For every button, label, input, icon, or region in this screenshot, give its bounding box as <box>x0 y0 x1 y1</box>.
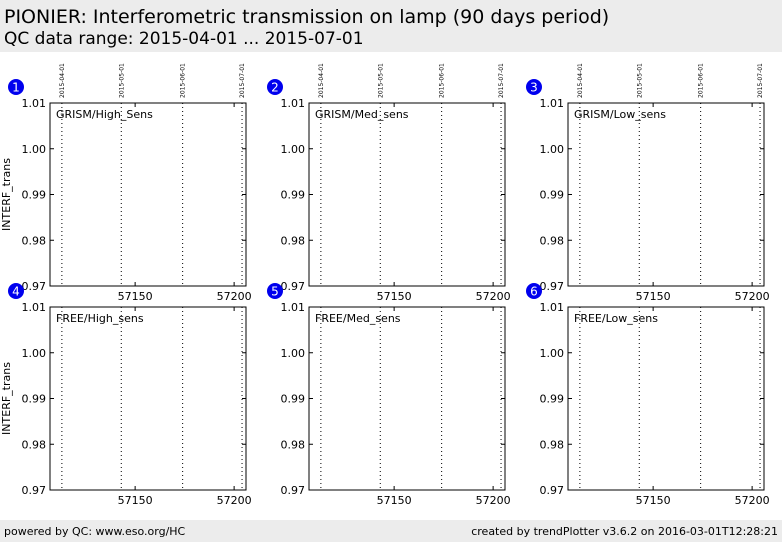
plot-frame <box>308 306 506 491</box>
date-marker-label: 2015-07-01 <box>498 63 505 98</box>
plot-frame <box>567 306 765 491</box>
y-tick-label: 1.00 <box>281 347 306 360</box>
y-tick-label: 0.98 <box>281 438 306 451</box>
panel-label: FREE/Med_sens <box>315 312 401 325</box>
plot-frame <box>49 306 247 491</box>
plot-frame <box>308 102 506 287</box>
y-tick-label: 0.98 <box>540 438 565 451</box>
footer-generator: created by trendPlotter v3.6.2 on 2016-0… <box>471 525 778 538</box>
date-marker-label: 2015-05-01 <box>118 63 125 98</box>
y-axis-label: INTERF_trans <box>0 158 13 231</box>
date-marker-label: 2015-07-01 <box>757 63 764 98</box>
plot-frame <box>49 102 247 287</box>
y-tick-label: 0.99 <box>22 189 47 202</box>
date-marker-label: 2015-06-01 <box>439 63 446 98</box>
chart-panel-4: 0.97 0.98 0.99 1.00 1.01 57150 57200 FREE/High_… <box>0 283 252 507</box>
y-tick-label: 0.99 <box>540 393 565 406</box>
panel-label: FREE/Low_sens <box>574 312 658 325</box>
y-tick-label: 0.98 <box>281 234 306 247</box>
footer: powered by QC: www.eso.org/HC created by… <box>0 520 782 542</box>
y-tick-label: 0.97 <box>22 280 47 293</box>
y-tick-label: 0.98 <box>22 234 47 247</box>
panel-number: 2 <box>271 81 279 95</box>
panel-number: 1 <box>12 81 20 95</box>
chart-panel-3: 2015-04-01 2015-05-01 2015-06-01 2015-07-01… <box>526 63 770 303</box>
y-tick-label: 0.99 <box>281 189 306 202</box>
x-tick-label: 57150 <box>377 290 412 303</box>
date-marker-label: 2015-05-01 <box>377 63 384 98</box>
plot-grid: 2015-04-01 2015-05-01 2015-06-01 2015-07-01… <box>0 63 770 507</box>
panel-number-badge <box>526 79 542 95</box>
x-tick-label: 57200 <box>735 290 770 303</box>
y-tick-label: 1.01 <box>540 301 565 314</box>
chart-panel-2: 2015-04-01 2015-05-01 2015-06-01 2015-07-01… <box>267 63 511 303</box>
panel-number-badge <box>267 283 283 299</box>
y-tick-label: 1.01 <box>281 301 306 314</box>
panel-number: 4 <box>12 285 20 299</box>
y-tick-label: 1.00 <box>22 347 47 360</box>
plot-frame <box>567 102 765 287</box>
y-tick-label: 1.01 <box>22 301 47 314</box>
panel-label: FREE/High_sens <box>56 312 144 325</box>
y-tick-label: 0.97 <box>540 280 565 293</box>
x-tick-label: 57200 <box>217 494 252 507</box>
x-tick-label: 57150 <box>377 494 412 507</box>
panel-number: 5 <box>271 285 279 299</box>
panel-number: 6 <box>530 285 538 299</box>
y-tick-label: 1.01 <box>281 97 306 110</box>
date-marker-label: 2015-04-01 <box>318 63 325 98</box>
page-subtitle: QC data range: 2015-04-01 ... 2015-07-01 <box>4 29 364 49</box>
y-tick-label: 0.99 <box>281 393 306 406</box>
date-marker-label: 2015-07-01 <box>239 63 246 98</box>
x-tick-label: 57150 <box>636 290 671 303</box>
x-tick-label: 57200 <box>476 494 511 507</box>
y-tick-label: 0.97 <box>281 484 306 497</box>
page-title: PIONIER: Interferometric transmission on… <box>4 6 610 28</box>
y-tick-label: 0.99 <box>22 393 47 406</box>
panel-number-badge <box>267 79 283 95</box>
x-tick-label: 57200 <box>735 494 770 507</box>
x-tick-label: 57150 <box>636 494 671 507</box>
panel-number: 3 <box>530 81 538 95</box>
y-tick-label: 1.00 <box>281 143 306 156</box>
date-marker-label: 2015-04-01 <box>577 63 584 98</box>
chart-panel-6: 0.97 0.98 0.99 1.00 1.01 57150 57200 FREE/Low_s… <box>526 283 770 507</box>
y-tick-label: 0.97 <box>540 484 565 497</box>
footer-credit: powered by QC: www.eso.org/HC <box>4 525 186 538</box>
y-tick-label: 1.00 <box>540 347 565 360</box>
y-tick-label: 1.00 <box>540 143 565 156</box>
panel-number-badge <box>8 79 24 95</box>
y-tick-label: 0.97 <box>281 280 306 293</box>
y-tick-label: 1.01 <box>540 97 565 110</box>
y-axis-label: INTERF_trans <box>0 362 13 435</box>
date-marker-label: 2015-04-01 <box>59 63 66 98</box>
y-tick-label: 0.99 <box>540 189 565 202</box>
date-marker-label: 2015-05-01 <box>636 63 643 98</box>
chart-panel-5: 0.97 0.98 0.99 1.00 1.01 57150 57200 FREE/Med_s… <box>267 283 511 507</box>
date-marker-label: 2015-06-01 <box>180 63 187 98</box>
panel-label: GRISM/High_Sens <box>56 108 153 121</box>
chart-panel-1: 2015-04-01 2015-05-01 2015-06-01 2015-07-01… <box>0 63 252 303</box>
panel-number-badge <box>526 283 542 299</box>
y-tick-label: 0.98 <box>540 234 565 247</box>
x-tick-label: 57200 <box>476 290 511 303</box>
y-tick-label: 0.98 <box>22 438 47 451</box>
y-tick-label: 1.00 <box>22 143 47 156</box>
header: PIONIER: Interferometric transmission on… <box>0 0 782 52</box>
x-tick-label: 57150 <box>118 494 153 507</box>
panel-label: GRISM/Med_sens <box>315 108 409 121</box>
panel-label: GRISM/Low_sens <box>574 108 666 121</box>
y-tick-label: 1.01 <box>22 97 47 110</box>
x-tick-label: 57200 <box>217 290 252 303</box>
x-tick-label: 57150 <box>118 290 153 303</box>
panel-number-badge <box>8 283 24 299</box>
y-tick-label: 0.97 <box>22 484 47 497</box>
date-marker-label: 2015-06-01 <box>698 63 705 98</box>
